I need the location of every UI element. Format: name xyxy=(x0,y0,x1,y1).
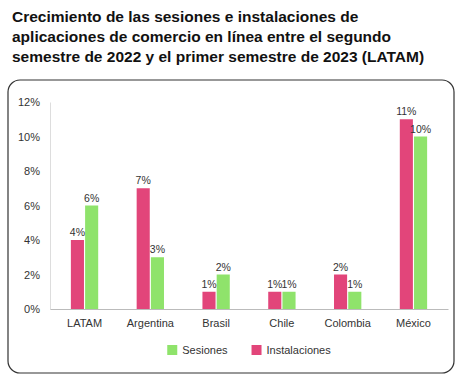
chart: Crecimiento de las sesiones e instalacio… xyxy=(0,0,462,379)
y-tick-label: 8% xyxy=(24,165,40,177)
bar xyxy=(202,292,215,309)
legend-swatch xyxy=(252,345,262,355)
data-label: 11% xyxy=(396,105,416,117)
x-tick-label: Argentina xyxy=(127,317,175,329)
x-tick: Brasil xyxy=(202,317,230,329)
title-line: aplicaciones de comercio en línea entre … xyxy=(12,28,391,45)
y-tick: 4% xyxy=(24,234,50,246)
data-label: 1% xyxy=(347,278,362,290)
data-label: 2% xyxy=(216,261,231,273)
legend-label: Instalaciones xyxy=(267,344,332,356)
legend-item: Instalaciones xyxy=(252,344,332,356)
bar xyxy=(334,275,347,310)
bar xyxy=(217,275,230,310)
y-tick-label: 4% xyxy=(24,234,40,246)
y-tick: 0% xyxy=(24,303,50,315)
series xyxy=(85,137,427,310)
legend-swatch xyxy=(167,345,177,355)
x-tick-label: LATAM xyxy=(67,317,102,329)
y-axis-line xyxy=(50,103,51,310)
title-line: semestre de 2022 y el primer semestre de… xyxy=(12,48,424,65)
x-axis: LATAM Argentina Brasil Chile Colombia México xyxy=(51,310,449,329)
bar xyxy=(151,257,164,309)
x-tick: Argentina xyxy=(127,317,175,329)
legend-item: Sesiones xyxy=(167,344,228,356)
y-tick-label: 2% xyxy=(24,269,40,281)
legend-label: Sesiones xyxy=(182,344,228,356)
data-label: 4% xyxy=(70,226,85,238)
x-tick: Chile xyxy=(269,317,294,329)
data-label: 1% xyxy=(201,278,216,290)
x-tick-label: Colombia xyxy=(324,317,371,329)
title-line: Crecimiento de las sesiones e instalacio… xyxy=(12,8,359,25)
legend: Sesiones Instalaciones xyxy=(167,344,331,356)
y-tick-label: 0% xyxy=(24,303,40,315)
bars xyxy=(71,119,427,309)
bar xyxy=(85,206,98,310)
data-label: 6% xyxy=(84,192,99,204)
data-label: 1% xyxy=(281,278,296,290)
y-tick: 10% xyxy=(18,131,50,143)
x-tick-label: Brasil xyxy=(202,317,230,329)
data-labels: 4%7%1%1%2%11%6%3%2%1%1%10% xyxy=(70,105,431,290)
y-tick-label: 10% xyxy=(18,131,40,143)
data-label: 10% xyxy=(410,123,431,135)
y-axis: 0% 2% 4% 6% 8% 10% 12% xyxy=(18,96,51,315)
y-tick-label: 6% xyxy=(24,200,40,212)
title: Crecimiento de las sesiones e instalacio… xyxy=(12,8,424,65)
x-tick: México xyxy=(396,317,431,329)
x-tick-label: Chile xyxy=(269,317,294,329)
y-tick: 12% xyxy=(18,96,50,108)
x-tick: LATAM xyxy=(67,317,102,329)
x-axis-line xyxy=(51,309,449,310)
bar xyxy=(137,188,150,309)
bar xyxy=(400,119,413,309)
data-label: 1% xyxy=(267,278,282,290)
data-label: 2% xyxy=(333,261,348,273)
bar xyxy=(348,292,361,309)
bar xyxy=(414,137,427,310)
bar xyxy=(268,292,281,309)
y-tick: 8% xyxy=(24,165,50,177)
y-tick: 6% xyxy=(24,200,50,212)
x-tick-label: México xyxy=(396,317,431,329)
y-tick-label: 12% xyxy=(18,96,40,108)
data-label: 3% xyxy=(150,243,165,255)
x-tick: Colombia xyxy=(324,317,371,329)
data-label: 7% xyxy=(136,174,151,186)
series xyxy=(71,119,413,309)
frame xyxy=(8,80,454,373)
bar xyxy=(71,240,84,309)
y-tick: 2% xyxy=(24,269,50,281)
bar xyxy=(282,292,295,309)
